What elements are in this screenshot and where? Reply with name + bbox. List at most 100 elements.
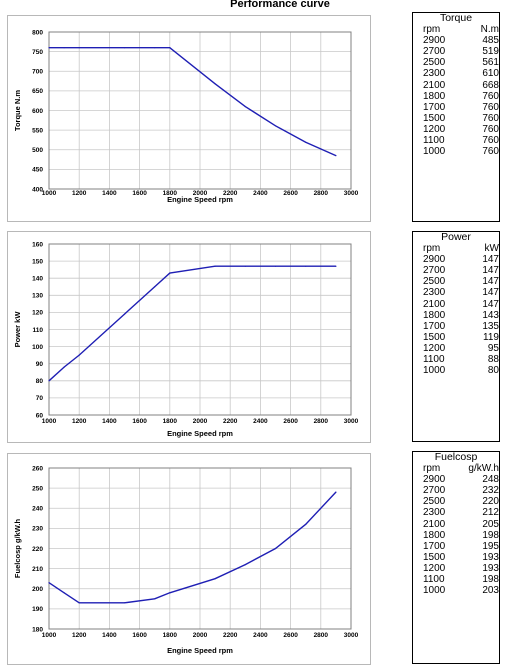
y-tick-label: 220 [32,546,43,553]
x-tick-label: 2200 [223,632,238,639]
y-axis-label: Power kW [13,311,22,348]
y-tick-label: 110 [33,327,44,334]
torque-chart-panel: 1000 1200 1400 1600 1800 2000 2200 2400 2600 2800… [7,15,371,222]
y-tick-label: 190 [32,606,43,613]
y-tick-label: 650 [32,88,43,95]
y-tick-label: 550 [32,127,43,134]
rpm-cell: 1200 [423,123,446,135]
table-row: 1500 193 [413,552,499,563]
power-chart: 1000 1200 1400 1600 1800 2000 2200 2400 2600 2800… [13,241,359,438]
x-axis-label: Engine Speed rpm [167,429,233,438]
y-tick-label: 700 [32,69,43,76]
fuel-chart: 1000 1200 1400 1600 1800 2000 2200 2400 2600 2800… [13,465,359,655]
table-row: 1700 135 [413,321,499,332]
rpm-cell: 2100 [423,79,446,91]
table-row: 1200 760 [413,124,499,135]
table-row: 2700 147 [413,265,499,276]
x-tick-label: 1800 [163,632,178,639]
x-tick-label: 1400 [102,190,117,197]
data-point [305,265,307,267]
table-row: 1800 143 [413,310,499,321]
value-cell: 147 [482,254,499,266]
y-tick-label: 750 [32,49,43,56]
rpm-cell: 1100 [423,354,445,366]
table-row: 2900 485 [413,35,499,46]
table-row: 2900 248 [413,474,499,485]
value-cell: 519 [482,46,499,58]
y-tick-label: 250 [32,485,43,492]
value-cell: 203 [482,585,499,597]
y-tick-label: 180 [32,626,43,633]
value-cell: 147 [482,265,499,277]
data-point [169,272,171,274]
plot-border [48,243,352,416]
rpm-cell: 2300 [423,68,446,80]
table-title: Fuelcosp [434,451,478,463]
x-tick-label: 1200 [72,190,87,197]
data-point [305,523,307,525]
value-cell: 198 [482,529,499,541]
data-point [78,354,80,356]
data-point [335,155,337,157]
table-row: 2100 147 [413,299,499,310]
table-rows: 2900 485 2700 519 2500 561 2300 610 2100 668 1800 7… [413,35,499,157]
data-point [274,265,277,267]
x-tick-label: 2000 [193,418,208,425]
x-tick-label: 2400 [253,418,268,425]
rpm-cell: 1700 [423,101,446,113]
x-tick-label: 2800 [314,190,329,197]
x-tick-label: 2600 [283,190,298,197]
x-tick-label: 1400 [102,632,117,639]
data-point [63,47,65,49]
table-row: 1000 80 [413,365,499,376]
y-axis-label: Torque N.m [13,90,22,131]
table-row: 2700 519 [413,46,499,57]
data-point [63,592,65,594]
rpm-cell: 1000 [423,146,446,158]
data-point [335,491,337,493]
x-tick-label: 3000 [344,632,359,639]
y-tick-label: 140 [32,276,43,283]
value-cell: 760 [482,101,499,113]
table-title: Torque [439,12,473,24]
data-point [244,105,246,108]
data-point [274,547,277,550]
rpm-cell: 2100 [423,298,446,310]
table-row: 1500 119 [413,332,499,343]
rpm-cell: 1500 [423,112,446,124]
value-cell: 220 [482,496,499,508]
rpm-cell: 2900 [423,254,446,266]
data-point [48,47,50,49]
x-tick-label: 1000 [42,418,57,425]
y-tick-label: 500 [32,147,43,154]
rpm-cell: 1200 [423,342,446,354]
value-cell: 193 [482,551,499,563]
data-point [244,564,246,566]
value-cell: 135 [482,320,499,332]
rpm-cell: 1000 [423,585,446,597]
value-cell: 95 [487,342,499,354]
x-tick-label: 1200 [72,418,87,425]
table-row: 2300 147 [413,287,499,298]
table-row: 1700 760 [413,102,499,113]
rpm-cell: 2900 [423,35,446,47]
col-header: rpm [423,24,441,36]
table-row: 1500 760 [413,113,499,124]
value-cell: 760 [482,90,499,102]
rpm-cell: 1200 [423,562,446,574]
y-tick-label: 100 [32,344,43,351]
data-point [305,141,307,143]
table-row: 1200 95 [413,343,499,354]
table-row: 2100 668 [413,80,499,91]
value-cell: 212 [482,507,499,519]
y-tick-label: 160 [32,241,43,248]
x-tick-label: 1400 [102,418,117,425]
table-row: 2300 212 [413,507,499,518]
col-header: rpm [423,243,441,255]
x-tick-label: 2000 [193,632,208,639]
torque-table: Torque rpm N.m 2900 485 2700 519 2500 561 2300… [412,12,500,222]
y-tick-label: 800 [32,29,43,36]
rpm-cell: 2100 [423,518,446,530]
value-cell: 760 [482,112,499,124]
value-cell: 195 [482,540,499,552]
